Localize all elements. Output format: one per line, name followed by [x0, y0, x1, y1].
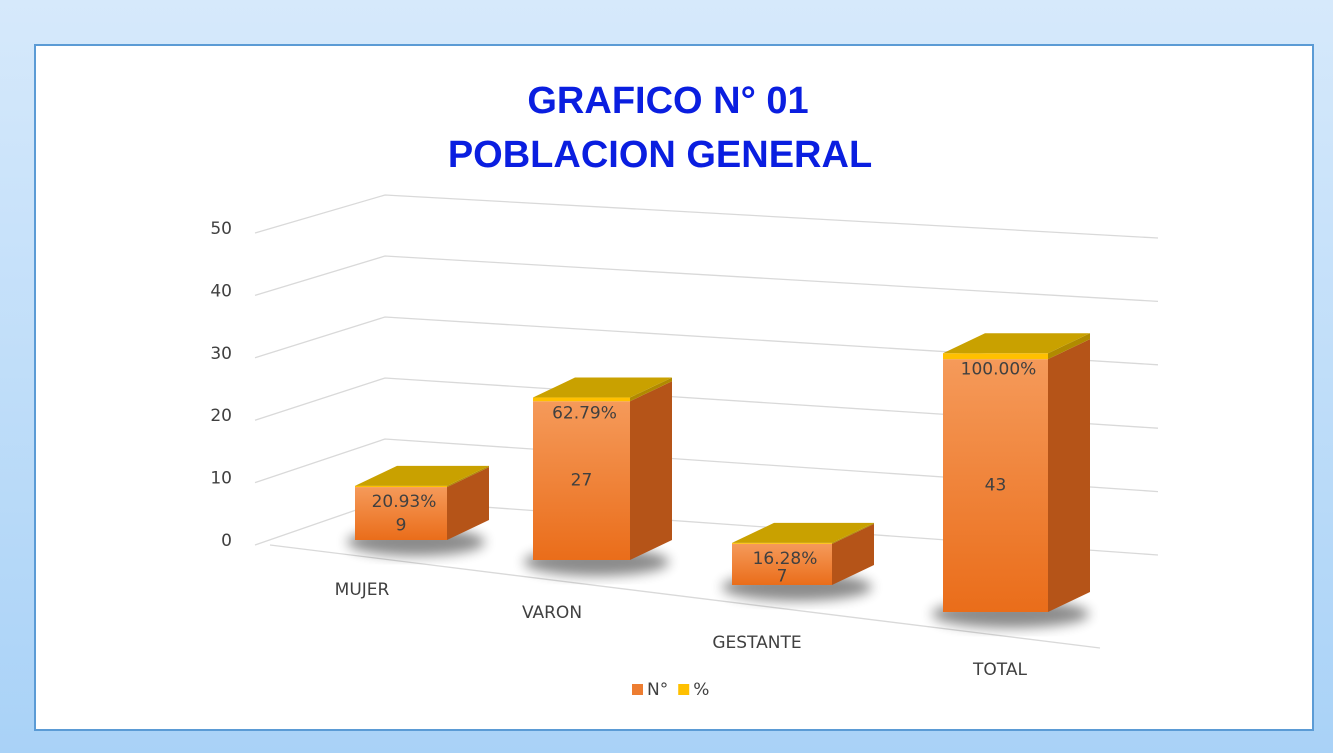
data-label: 27: [571, 471, 593, 491]
x-tick-label: TOTAL: [972, 660, 1027, 680]
legend-label: N°: [647, 680, 668, 700]
data-label: 9: [396, 516, 407, 536]
bar-front: [943, 359, 1048, 612]
x-tick-label: MUJER: [335, 580, 390, 600]
y-tick-label: 0: [221, 531, 232, 551]
grid-line: [254, 194, 1159, 239]
bar-side: [1048, 333, 1090, 360]
plot-frame: [34, 44, 1314, 731]
bar-side: [832, 523, 874, 585]
x-tick-label: VARON: [522, 603, 582, 623]
data-label: 100.00%: [961, 359, 1037, 379]
y-tick-label: 40: [210, 281, 232, 301]
data-label: 62.79%: [552, 404, 617, 424]
grid-line: [254, 377, 1159, 429]
bar-side: [832, 522, 874, 544]
bar-side: [630, 377, 672, 402]
chart-title: GRAFICO N° 01: [527, 80, 808, 122]
bar-front: [355, 487, 447, 540]
data-label: 7: [777, 566, 788, 586]
data-label: 16.28%: [753, 549, 818, 569]
y-tick-label: 20: [210, 406, 232, 426]
grid-line: [254, 438, 1159, 493]
grid-line: [254, 255, 1159, 303]
bar-front: [533, 401, 630, 560]
legend-swatch: [632, 684, 643, 695]
y-tick-label: 50: [210, 219, 232, 239]
floor-edge: [269, 544, 1101, 649]
bar-top: [732, 522, 874, 543]
bar-side: [447, 465, 489, 488]
bar-side: [1048, 339, 1090, 612]
x-tick-label: GESTANTE: [712, 633, 801, 653]
bar-front: [732, 542, 832, 544]
data-label: 43: [985, 476, 1007, 496]
bar-top: [533, 377, 672, 398]
data-label: 20.93%: [372, 492, 437, 512]
bar-top: [355, 465, 489, 486]
bar-side: [447, 467, 489, 540]
legend-swatch: [678, 684, 690, 695]
bar-front: [355, 485, 447, 488]
y-tick-label: 30: [210, 344, 232, 364]
bar-top: [943, 333, 1090, 354]
bar-front: [943, 353, 1048, 360]
legend-label: %: [693, 680, 709, 700]
y-tick-label: 10: [210, 469, 232, 489]
bar-side: [630, 381, 672, 560]
bar-front: [533, 397, 630, 402]
bar-front: [732, 543, 832, 585]
chart-subtitle: POBLACION GENERAL: [448, 134, 872, 176]
grid-line: [254, 316, 1159, 366]
